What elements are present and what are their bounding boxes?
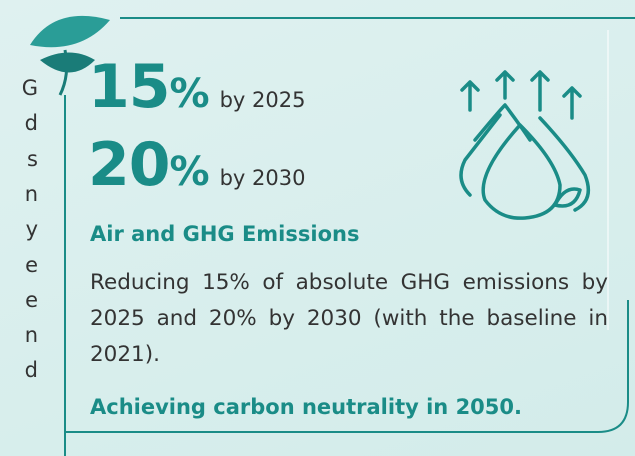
target-label: by 2025 xyxy=(220,88,306,112)
footer-text: Achieving carbon neutrality in 2050. xyxy=(90,395,522,419)
fragment-text: y xyxy=(26,219,38,240)
target-unit: % xyxy=(170,71,210,117)
fragment-text: n xyxy=(25,184,38,205)
fragment-text: e xyxy=(25,255,38,276)
fragment-text: s xyxy=(27,149,38,170)
target: 15% by 2025 xyxy=(88,52,305,122)
page: Gdsnyeend 15%by 2025 20%by 2030 Air and … xyxy=(0,0,635,456)
target-unit: % xyxy=(170,149,210,195)
target-number: 15 xyxy=(88,52,170,122)
fragment-text: n xyxy=(25,325,38,346)
target-label: by 2030 xyxy=(220,166,306,190)
emission-icon xyxy=(461,72,588,218)
fragment-text: G xyxy=(22,78,38,99)
target-number: 20 xyxy=(88,130,170,200)
fragment-text: d xyxy=(25,113,38,134)
fragment-text: e xyxy=(25,290,38,311)
heading: Air and GHG Emissions xyxy=(90,222,359,246)
fragment-text: d xyxy=(25,360,38,381)
target: 20% by 2030 xyxy=(88,130,305,200)
body-text: Reducing 15% of absolute GHG emissions b… xyxy=(90,265,608,373)
